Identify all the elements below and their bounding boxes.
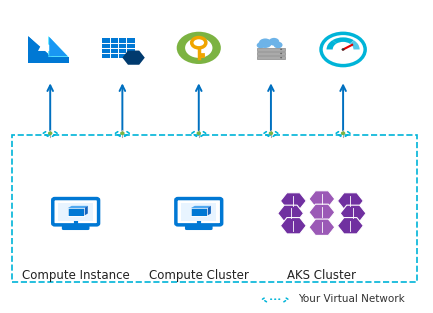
Polygon shape [309, 219, 335, 235]
Wedge shape [333, 37, 354, 44]
Polygon shape [309, 191, 335, 207]
Polygon shape [38, 41, 49, 51]
Polygon shape [337, 218, 363, 234]
Circle shape [340, 48, 346, 51]
Polygon shape [28, 36, 52, 57]
FancyBboxPatch shape [185, 225, 213, 230]
Polygon shape [123, 51, 145, 65]
Circle shape [177, 32, 221, 64]
Polygon shape [48, 36, 68, 57]
Polygon shape [281, 218, 306, 234]
FancyBboxPatch shape [58, 203, 93, 221]
Circle shape [257, 42, 265, 48]
Polygon shape [49, 37, 68, 56]
Text: Your Virtual Network: Your Virtual Network [298, 294, 405, 304]
Circle shape [197, 132, 200, 134]
Circle shape [280, 57, 282, 59]
Circle shape [269, 132, 272, 134]
FancyBboxPatch shape [176, 198, 222, 225]
Circle shape [321, 33, 365, 66]
FancyBboxPatch shape [102, 38, 135, 59]
Wedge shape [350, 40, 360, 49]
Polygon shape [207, 206, 211, 216]
Polygon shape [68, 208, 84, 216]
Circle shape [121, 132, 124, 134]
Circle shape [259, 38, 272, 48]
Polygon shape [191, 208, 207, 216]
Text: AKS Cluster: AKS Cluster [288, 269, 356, 282]
Circle shape [185, 38, 213, 58]
Polygon shape [340, 205, 366, 222]
FancyBboxPatch shape [53, 198, 99, 225]
Wedge shape [326, 40, 336, 49]
Circle shape [269, 38, 279, 46]
Polygon shape [29, 37, 49, 56]
FancyBboxPatch shape [257, 52, 285, 55]
Polygon shape [278, 205, 304, 222]
Circle shape [280, 49, 282, 50]
Polygon shape [309, 204, 335, 220]
Circle shape [274, 42, 283, 48]
FancyBboxPatch shape [181, 203, 216, 221]
Text: Compute Cluster: Compute Cluster [149, 269, 249, 282]
Text: Compute Instance: Compute Instance [22, 269, 129, 282]
Polygon shape [337, 193, 363, 209]
Circle shape [342, 48, 345, 51]
Circle shape [48, 132, 52, 134]
FancyBboxPatch shape [28, 57, 68, 63]
Circle shape [270, 298, 272, 300]
FancyBboxPatch shape [257, 48, 285, 51]
Circle shape [280, 53, 282, 54]
Polygon shape [68, 206, 88, 208]
FancyBboxPatch shape [257, 56, 285, 59]
Circle shape [278, 298, 281, 300]
Circle shape [342, 132, 345, 134]
Polygon shape [84, 206, 88, 216]
FancyBboxPatch shape [62, 225, 90, 230]
Polygon shape [281, 193, 306, 209]
Circle shape [274, 298, 276, 300]
Polygon shape [191, 206, 211, 208]
